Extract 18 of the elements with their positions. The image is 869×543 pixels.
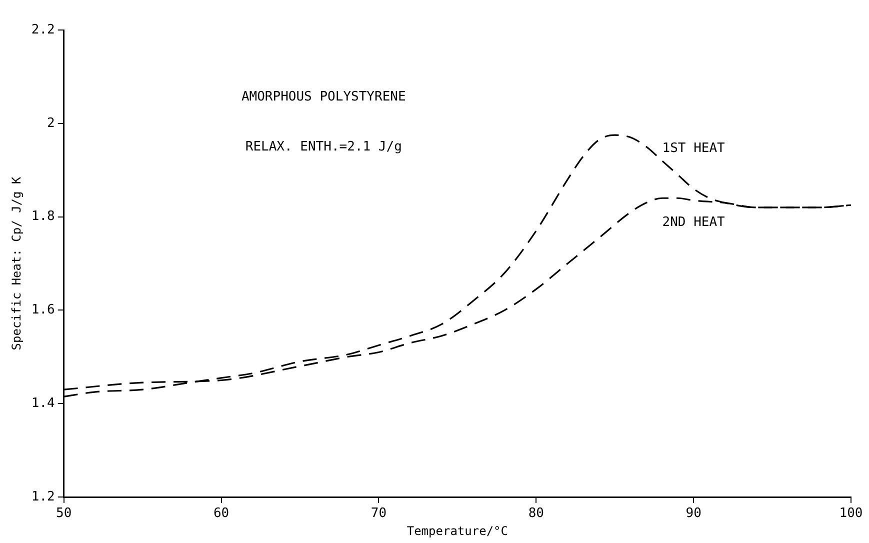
x-tick-label: 70 [370,506,387,522]
x-tick-label: 50 [56,506,72,522]
x-tick-label: 90 [686,506,702,522]
series-label: 2ND HEAT [662,214,726,230]
y-tick-label: 2.2 [31,22,55,38]
x-tick-label: 80 [528,506,544,522]
y-tick-label: 1.8 [31,209,55,224]
annotation: RELAX. ENTH.=2.1 J/g [245,139,402,154]
y-tick-label: 2 [47,116,55,131]
x-axis-title: Temperature/°C [406,524,508,538]
annotation: AMORPHOUS POLYSTYRENE [241,89,406,104]
y-axis-title: Specific Heat: Cp/ J/g K [9,176,24,350]
series-label: 1ST HEAT [662,141,726,156]
y-tick-label: 1.6 [31,302,55,318]
x-tick-label: 100 [839,506,863,522]
y-tick-label: 1.4 [31,396,56,411]
x-tick-label: 60 [213,506,230,522]
y-tick-label: 1.2 [31,489,55,504]
